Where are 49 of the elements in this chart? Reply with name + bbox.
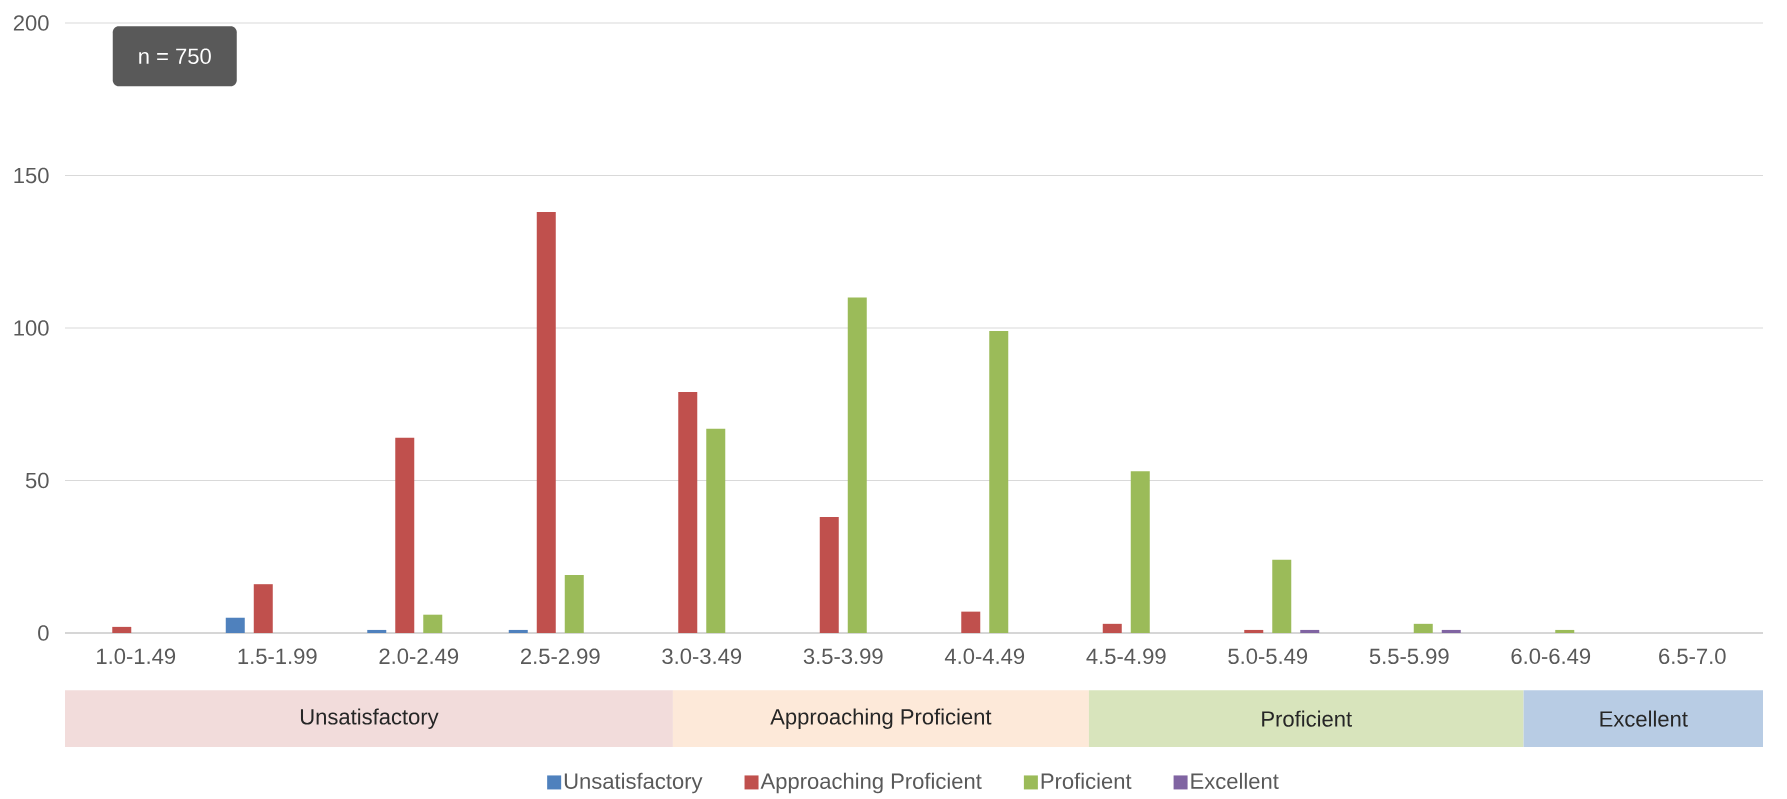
x-tick-label: 5.0-5.49 [1228,648,1308,665]
bar [367,629,387,633]
bar [1272,559,1292,633]
bar [706,428,726,633]
legend-label: Excellent [1191,772,1279,789]
bar [508,629,528,633]
x-tick-label: 5.5-5.99 [1369,648,1449,665]
bar [423,614,443,633]
text: Excellent [1600,710,1688,727]
text: Proficient [1262,710,1352,727]
bar [112,626,132,633]
bar [1244,629,1264,633]
bar [678,392,698,633]
x-tick-label: 3.0-3.49 [662,648,742,665]
bar [395,437,415,633]
x-tick-label: 1.0-1.49 [97,648,176,665]
y-tick-label: 50 [25,472,49,489]
bar [819,517,839,633]
x-tick-label: 2.0-2.49 [379,648,459,665]
x-tick-label: 3.5-3.99 [803,648,883,665]
y-tick-label: 150 [14,167,49,184]
bar [253,584,273,633]
bar [989,331,1009,633]
bar [847,297,867,633]
y-tick-label: 100 [14,320,49,336]
x-tick-label: 4.0-4.49 [944,648,1025,665]
bar [536,212,556,633]
bar [1413,623,1433,633]
y-tick-label: 200 [13,15,49,31]
y-tick-label: 0 [38,625,49,641]
annotation: n = 750 [139,48,211,65]
bar [1300,629,1320,633]
bar [1441,629,1461,633]
x-tick-label: 1.5-1.99 [238,648,317,665]
bar [961,611,981,633]
bar [1555,629,1575,633]
bar [1130,471,1150,633]
text: Unsatisfactory [300,708,439,729]
x-tick-label: 4.5-4.99 [1086,648,1166,665]
bar [564,575,584,633]
text: Approaching Proficient [770,708,992,729]
x-tick-label: 6.5-7.0 [1659,648,1726,665]
x-tick-label: 2.5-2.99 [521,648,600,665]
x-tick-label: 6.0-6.49 [1511,648,1591,665]
bar [225,617,245,633]
legend-label: Approaching Proficient [760,772,982,794]
legend-label: Unsatisfactory [564,772,703,794]
legend-label: Proficient [1041,772,1132,789]
bar [1102,623,1122,633]
